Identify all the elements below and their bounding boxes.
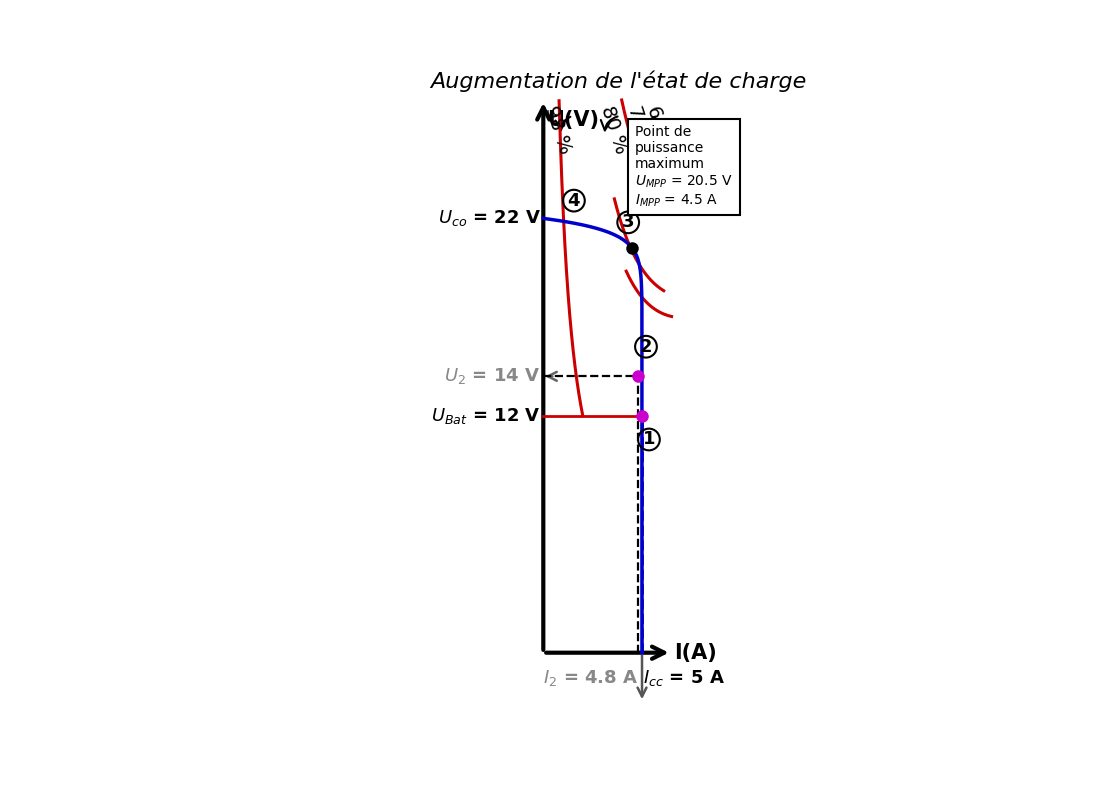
Text: 80 %: 80 % — [597, 103, 630, 156]
Text: $I_2$ = 4.8 A: $I_2$ = 4.8 A — [543, 669, 638, 688]
Text: U(V): U(V) — [547, 110, 599, 130]
Text: 60 %: 60 % — [643, 103, 677, 156]
Text: Point de
puissance
maximum
$U_{MPP}$ = 20.5 V
$I_{MPP}$ = 4.5 A: Point de puissance maximum $U_{MPP}$ = 2… — [635, 124, 733, 209]
Text: $I_{cc}$ = 5 A: $I_{cc}$ = 5 A — [643, 669, 724, 688]
Text: 1: 1 — [642, 431, 655, 448]
Text: 4: 4 — [568, 192, 580, 209]
Text: 98 %: 98 % — [541, 103, 574, 156]
Text: 3: 3 — [622, 213, 634, 231]
Text: $U_{co}$ = 22 V: $U_{co}$ = 22 V — [438, 209, 541, 229]
Text: 2: 2 — [640, 338, 652, 356]
Text: $U_{Bat}$ = 12 V: $U_{Bat}$ = 12 V — [431, 406, 541, 426]
Text: Augmentation de l'état de charge: Augmentation de l'état de charge — [430, 71, 807, 92]
Text: I(A): I(A) — [674, 642, 717, 662]
Text: $U_2$ = 14 V: $U_2$ = 14 V — [444, 367, 541, 387]
Text: 70 %: 70 % — [624, 103, 658, 156]
